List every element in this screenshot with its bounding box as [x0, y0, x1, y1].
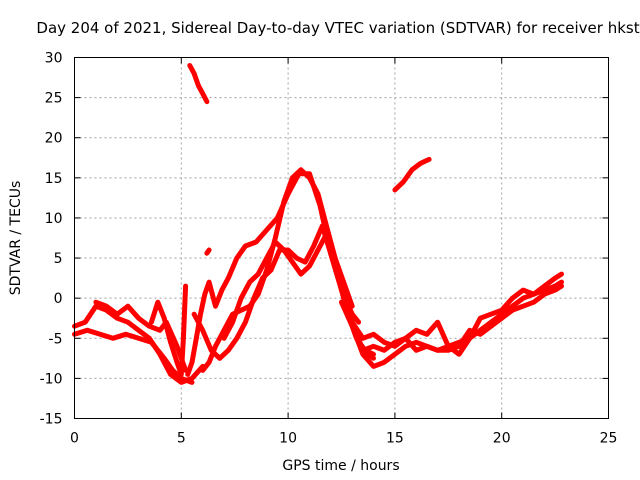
x-tick-label: 5 — [177, 431, 186, 447]
y-tick-label: -10 — [40, 371, 63, 387]
y-tick-label: -5 — [49, 331, 63, 347]
series-track-14 — [204, 247, 212, 256]
y-axis-label: SDTVAR / TECUs — [8, 181, 24, 296]
x-tick-label: 15 — [386, 431, 404, 447]
x-tick-label: 10 — [279, 431, 297, 447]
series-track-1 — [72, 303, 206, 385]
y-tick-label: 25 — [45, 91, 63, 107]
y-tick-label: 10 — [45, 211, 63, 227]
x-axis-label: GPS time / hours — [282, 458, 399, 474]
series-track-5 — [185, 171, 362, 377]
series-track-12 — [187, 63, 210, 105]
grid-lines — [74, 57, 609, 419]
series-track-8 — [221, 231, 355, 341]
axis-ticks: 0 5 10 15 20 25 -15 -10 -5 0 5 10 15 20 25 30 — [40, 51, 618, 447]
series-track-13 — [392, 156, 432, 193]
y-tick-label: 20 — [45, 131, 63, 147]
y-tick-label: 15 — [45, 171, 63, 187]
y-tick-label: -15 — [40, 412, 63, 428]
x-tick-label: 25 — [600, 431, 618, 447]
chart-title: Day 204 of 2021, Sidereal Day-to-day VTE… — [36, 19, 639, 37]
data-series — [72, 63, 564, 385]
series-track-4 — [148, 283, 189, 377]
y-tick-label: 0 — [54, 291, 63, 307]
plot-frame — [74, 57, 609, 419]
series-track-2 — [72, 327, 195, 385]
series-track-9 — [339, 279, 564, 369]
series-track-3 — [93, 299, 189, 373]
x-tick-label: 0 — [70, 431, 79, 447]
series-track-11 — [360, 283, 564, 353]
series-track-10 — [349, 271, 564, 357]
x-tick-label: 20 — [493, 431, 511, 447]
y-tick-label: 5 — [54, 251, 63, 267]
y-tick-label: 30 — [45, 51, 63, 67]
